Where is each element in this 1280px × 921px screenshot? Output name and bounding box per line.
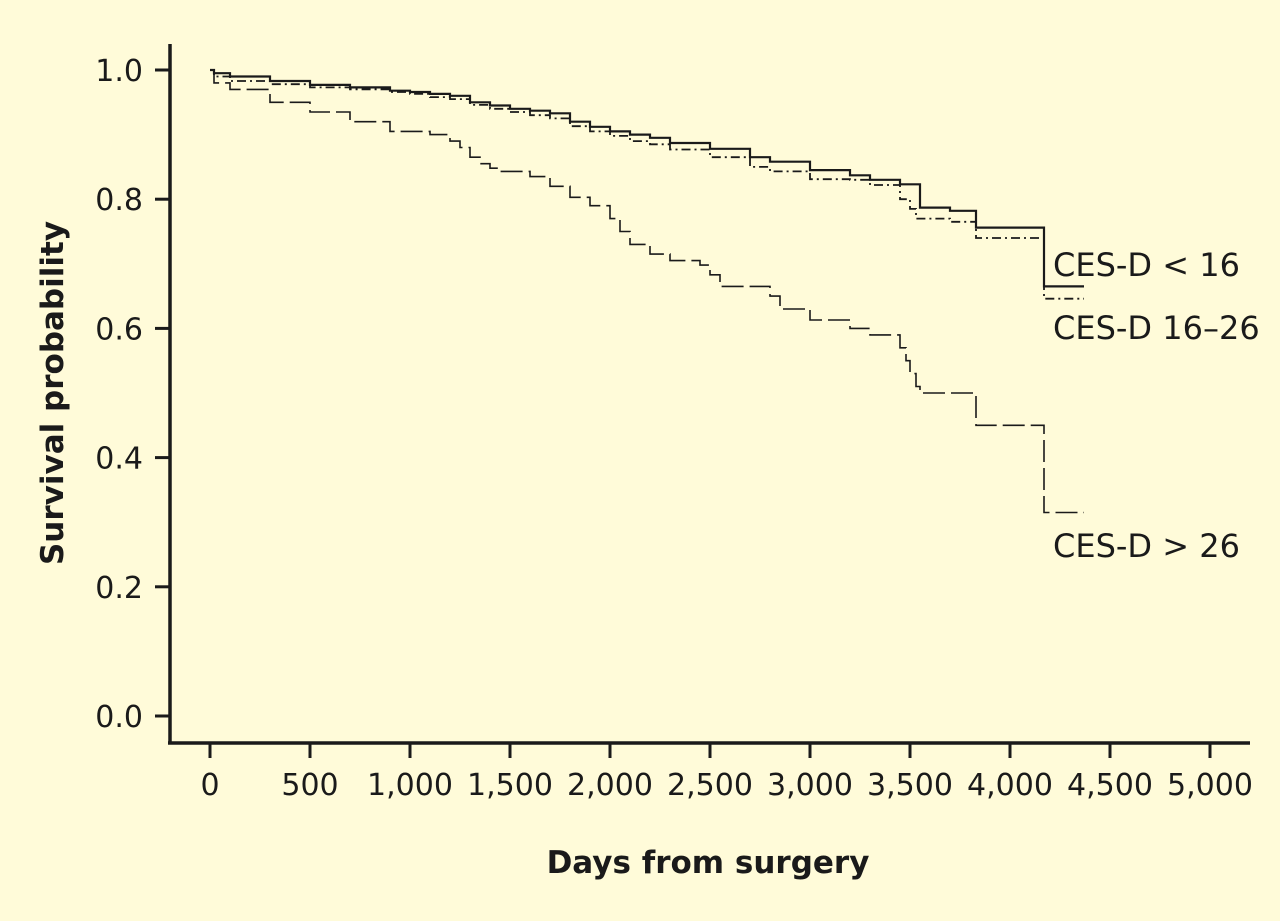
x-tick-label: 3,000 <box>767 768 853 803</box>
x-axis-title: Days from surgery <box>547 845 870 881</box>
series-line-cesd-mid <box>210 69 1084 300</box>
y-axis-ticks: 0.0 0.2 0.4 0.6 0.8 1.0 <box>95 54 170 735</box>
x-tick-label: 0 <box>200 768 219 803</box>
series-label-low: CES-D < 16 <box>1053 246 1240 284</box>
y-tick-label: 0.2 <box>95 571 143 606</box>
y-tick-label: 0.4 <box>95 442 143 477</box>
x-tick-label: 1,500 <box>467 768 553 803</box>
y-axis-title: Survival probability <box>35 221 71 565</box>
x-tick-label: 2,000 <box>567 768 653 803</box>
x-tick-label: 4,500 <box>1067 768 1153 803</box>
y-tick-label: 1.0 <box>95 54 143 89</box>
series-label-high: CES-D > 26 <box>1053 527 1240 565</box>
y-tick-label: 0.8 <box>95 183 143 218</box>
x-tick-label: 2,500 <box>667 768 753 803</box>
x-tick-label: 500 <box>281 768 338 803</box>
x-axis-ticks: 0 500 1,000 1,500 2,000 2,500 3,000 3,500 4,000 4… <box>200 743 1253 803</box>
x-tick-label: 5,000 <box>1167 768 1253 803</box>
x-tick-label: 4,000 <box>967 768 1053 803</box>
x-tick-label: 1,000 <box>367 768 453 803</box>
y-tick-label: 0.6 <box>95 312 143 347</box>
y-tick-label: 0.0 <box>95 700 143 735</box>
series-label-mid: CES-D 16–26 <box>1053 309 1260 347</box>
plot-lines <box>210 68 1084 514</box>
x-tick-label: 3,500 <box>867 768 953 803</box>
series-line-cesd-low <box>210 68 1084 288</box>
series-line-cesd-high <box>210 69 1084 514</box>
